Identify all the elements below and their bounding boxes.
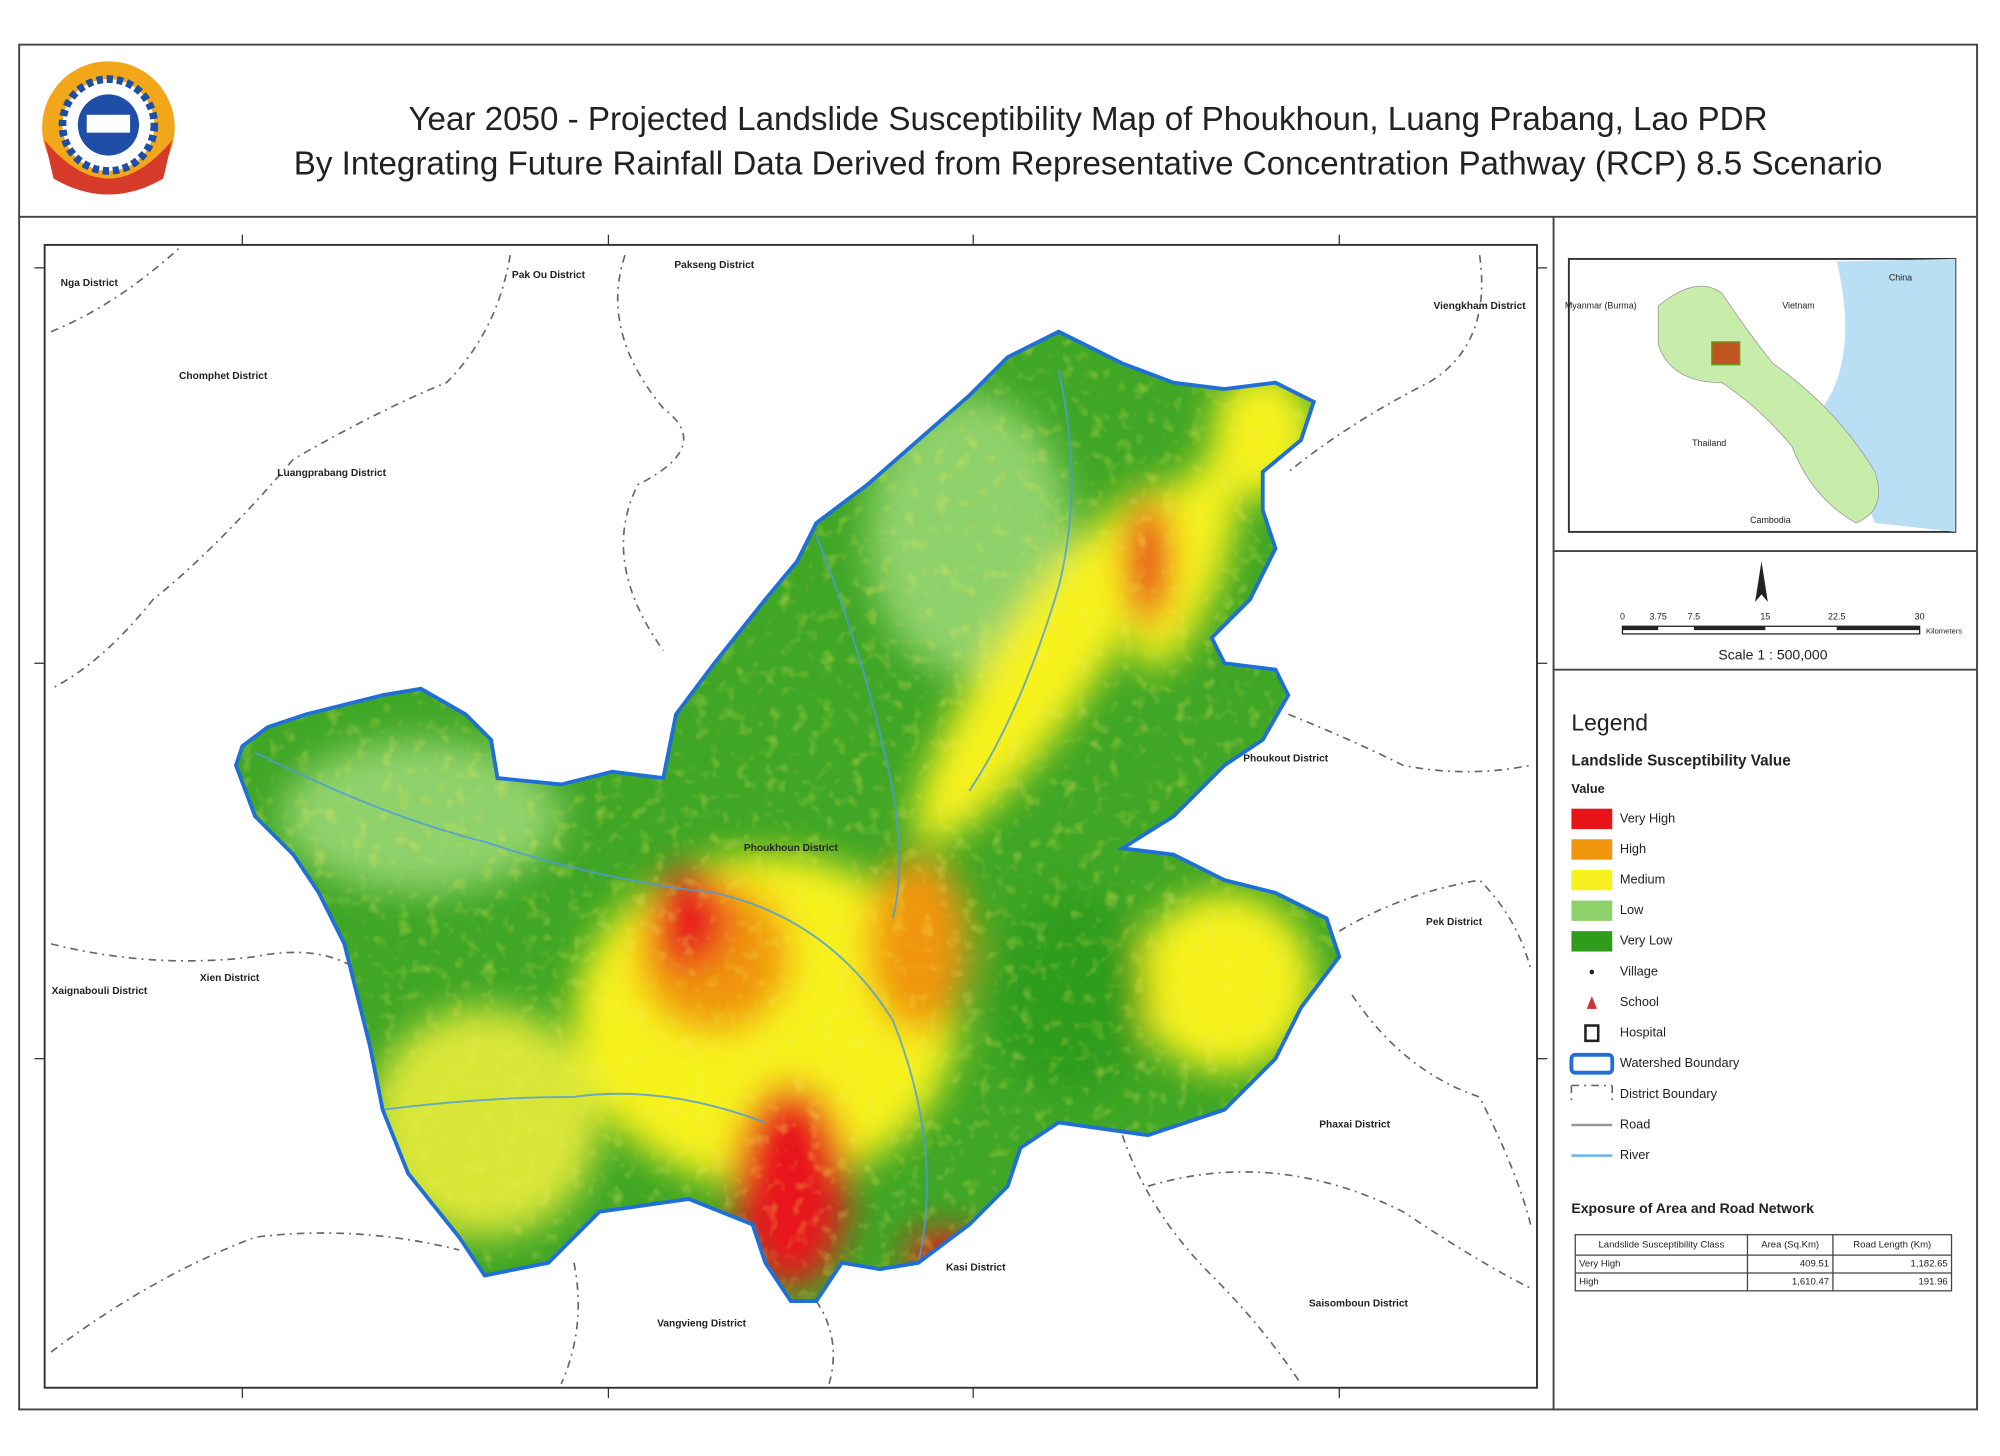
table-frame	[1574, 1234, 1953, 1292]
title-line: Year 2050 - Projected Landslide Suscepti…	[408, 101, 1767, 138]
inset-label: Cambodia	[1750, 515, 1791, 525]
legend-heading: Landslide Susceptibility Value	[1571, 753, 1790, 770]
district-boundaries	[50, 248, 1532, 1385]
scale-tick-label: 3.75	[1649, 612, 1666, 622]
inset-label: China	[1889, 272, 1912, 282]
district-label: Phoukout District	[1243, 754, 1329, 765]
graticule-ticks	[34, 234, 1548, 1398]
legend-label: District Boundary	[1620, 1086, 1718, 1101]
district-label: Saisomboun District	[1309, 1298, 1409, 1309]
title-line: By Integrating Future Rainfall Data Deri…	[294, 146, 1883, 183]
district-label: Phoukhoun District	[744, 843, 839, 854]
watershed-symbol	[1569, 1052, 1615, 1075]
village-symbol	[1589, 969, 1595, 975]
table-header: Landslide Susceptibility Class	[1598, 1239, 1724, 1250]
table-cell: 409.51	[1800, 1259, 1829, 1270]
legend-subheading: Value	[1571, 781, 1604, 796]
legend-label: Very High	[1620, 810, 1675, 825]
district-label: Xaignabouli District	[52, 986, 148, 997]
district-label: Pakseng District	[674, 260, 754, 271]
district-label: Luangprabang District	[277, 468, 386, 479]
legend-swatch	[1571, 900, 1613, 921]
legend-label: Road	[1620, 1116, 1650, 1131]
exposure-table: Exposure of Area and Road Network Landsli…	[1571, 1200, 1953, 1292]
scale-tick-label: 15	[1760, 612, 1770, 622]
legend: Legend Landslide Susceptibility Value Valu…	[1569, 710, 1791, 1162]
table-title: Exposure of Area and Road Network	[1571, 1200, 1814, 1216]
inset-labels: Myanmar (Burma) Vietnam China Thailand Cambo…	[1565, 272, 1912, 524]
inset-label: Thailand	[1692, 438, 1726, 448]
legend-swatch	[1571, 839, 1613, 860]
table-cell: 1,182.65	[1911, 1259, 1948, 1270]
hospital-symbol	[1584, 1024, 1600, 1043]
district-label: Chomphet District	[179, 371, 268, 382]
logo	[42, 61, 175, 195]
inset-map	[1657, 258, 1956, 532]
scale-segment	[1622, 626, 1659, 631]
legend-swatch	[1571, 808, 1613, 830]
table-cell: 1,610.47	[1792, 1276, 1829, 1287]
legend-label: Village	[1620, 963, 1658, 978]
district-label: Nga District	[61, 278, 119, 289]
legend-title: Legend	[1571, 710, 1648, 736]
legend-swatch	[1571, 931, 1613, 952]
legend-label: Very Low	[1620, 933, 1673, 948]
legend-label: Watershed Boundary	[1620, 1055, 1740, 1070]
scale-tick-label: 7.5	[1688, 612, 1700, 622]
legend-label: River	[1620, 1147, 1651, 1162]
legend-label: Low	[1620, 902, 1644, 917]
district-label: Pek District	[1426, 917, 1483, 928]
table-cell: Very High	[1579, 1259, 1620, 1270]
legend-label: School	[1620, 994, 1659, 1009]
district-label: Kasi District	[946, 1263, 1006, 1274]
district-label: Phaxai District	[1319, 1120, 1390, 1131]
scale-unit: Kilometers	[1926, 626, 1962, 635]
legend-swatch	[1571, 869, 1613, 891]
table-cell: 191.96	[1919, 1276, 1948, 1287]
scale-text: Scale 1 : 500,000	[1718, 646, 1827, 662]
scale-tick-label: 0	[1620, 612, 1625, 622]
district-label: Xien District	[200, 973, 260, 984]
table-cell: High	[1579, 1276, 1599, 1287]
scale-segment	[1693, 626, 1766, 631]
scale-tick-label: 30	[1915, 612, 1925, 622]
inset-label: Vietnam	[1782, 300, 1815, 310]
district-labels: Nga District Pak Ou District Pakseng Distr…	[52, 260, 1527, 1330]
legend-label: Medium	[1620, 871, 1665, 886]
district-label: Viengkham District	[1434, 301, 1527, 312]
district-symbol	[1570, 1084, 1614, 1104]
district-label: Pak Ou District	[512, 270, 586, 281]
table-header: Road Length (Km)	[1853, 1239, 1931, 1250]
district-label: Vangvieng District	[657, 1319, 746, 1330]
scale-tick-label: 22.5	[1828, 612, 1845, 622]
inset-label: Myanmar (Burma)	[1565, 300, 1637, 310]
legend-label: High	[1620, 841, 1646, 856]
north-arrow	[1755, 561, 1768, 603]
scale-segment	[1836, 626, 1920, 631]
school-symbol	[1586, 996, 1597, 1009]
legend-label: Hospital	[1620, 1025, 1666, 1040]
table-header: Area (Sq.Km)	[1761, 1239, 1819, 1250]
